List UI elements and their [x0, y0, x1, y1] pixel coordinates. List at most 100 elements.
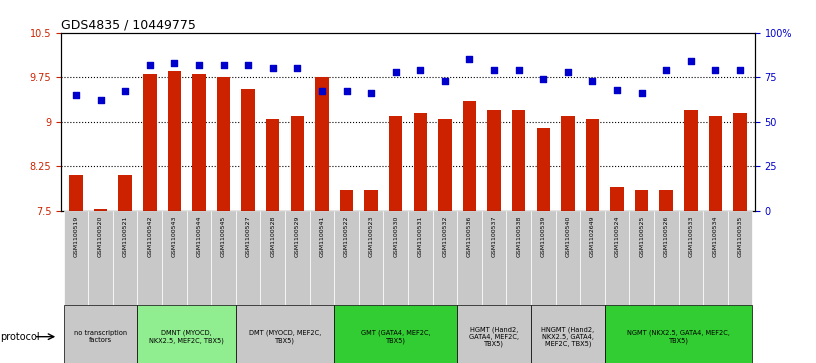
Bar: [679, 211, 703, 305]
Point: [365, 90, 378, 96]
Text: DMNT (MYOCD,
NKX2.5, MEF2C, TBX5): DMNT (MYOCD, NKX2.5, MEF2C, TBX5): [149, 330, 224, 344]
Point: [118, 89, 131, 94]
Bar: [531, 211, 556, 305]
Bar: [605, 211, 629, 305]
Text: GSM1100541: GSM1100541: [319, 215, 325, 257]
Bar: [187, 211, 211, 305]
Point: [144, 62, 157, 68]
Text: GSM1100542: GSM1100542: [147, 215, 153, 257]
Text: GSM1100529: GSM1100529: [295, 215, 299, 257]
Bar: [457, 211, 481, 305]
Bar: [64, 305, 137, 363]
Text: GSM1102649: GSM1102649: [590, 215, 595, 257]
Bar: [408, 211, 432, 305]
Bar: [728, 211, 752, 305]
Text: GSM1100530: GSM1100530: [393, 215, 398, 257]
Bar: [285, 211, 309, 305]
Bar: [260, 211, 285, 305]
Text: protocol: protocol: [0, 332, 40, 342]
Bar: [438, 119, 452, 211]
Text: NGMT (NKX2.5, GATA4, MEF2C,
TBX5): NGMT (NKX2.5, GATA4, MEF2C, TBX5): [628, 330, 730, 344]
Bar: [556, 211, 580, 305]
Bar: [137, 305, 236, 363]
Text: GSM1100533: GSM1100533: [689, 215, 694, 257]
Bar: [414, 113, 427, 211]
Text: GSM1100527: GSM1100527: [246, 215, 251, 257]
Bar: [703, 211, 728, 305]
Point: [463, 56, 476, 62]
Text: GSM1100524: GSM1100524: [614, 215, 619, 257]
Point: [685, 58, 698, 64]
Bar: [364, 190, 378, 211]
Text: GSM1100520: GSM1100520: [98, 215, 103, 257]
Text: GSM1100544: GSM1100544: [197, 215, 202, 257]
Text: DMT (MYOCD, MEF2C,
TBX5): DMT (MYOCD, MEF2C, TBX5): [249, 330, 322, 344]
Bar: [88, 211, 113, 305]
Text: GSM1100535: GSM1100535: [738, 215, 743, 257]
Bar: [457, 305, 531, 363]
Bar: [167, 71, 181, 211]
Bar: [94, 209, 108, 211]
Point: [217, 62, 230, 68]
Text: GSM1100521: GSM1100521: [122, 215, 127, 257]
Text: HNGMT (Hand2,
NKX2.5, GATA4,
MEF2C, TBX5): HNGMT (Hand2, NKX2.5, GATA4, MEF2C, TBX5…: [541, 326, 594, 347]
Point: [94, 97, 107, 103]
Point: [734, 67, 747, 73]
Text: GSM1100522: GSM1100522: [344, 215, 349, 257]
Bar: [143, 74, 157, 211]
Bar: [64, 211, 88, 305]
Point: [290, 65, 304, 71]
Text: GSM1100532: GSM1100532: [442, 215, 447, 257]
Point: [316, 89, 329, 94]
Bar: [236, 305, 335, 363]
Bar: [359, 211, 384, 305]
Bar: [335, 211, 359, 305]
Point: [586, 78, 599, 83]
Bar: [586, 119, 599, 211]
Bar: [339, 190, 353, 211]
Text: GSM1100539: GSM1100539: [541, 215, 546, 257]
Text: GSM1100523: GSM1100523: [369, 215, 374, 257]
Point: [242, 62, 255, 68]
Bar: [605, 305, 752, 363]
Point: [389, 69, 402, 75]
Text: GSM1100534: GSM1100534: [713, 215, 718, 257]
Point: [512, 67, 526, 73]
Bar: [507, 211, 531, 305]
Text: GSM1100545: GSM1100545: [221, 215, 226, 257]
Bar: [384, 211, 408, 305]
Bar: [512, 110, 526, 211]
Bar: [217, 77, 230, 211]
Bar: [463, 101, 477, 211]
Text: GDS4835 / 10449775: GDS4835 / 10449775: [61, 19, 196, 32]
Bar: [561, 116, 574, 211]
Point: [709, 67, 722, 73]
Text: GSM1100531: GSM1100531: [418, 215, 423, 257]
Point: [635, 90, 648, 96]
Bar: [487, 110, 501, 211]
Bar: [211, 211, 236, 305]
Bar: [684, 110, 698, 211]
Text: GSM1100538: GSM1100538: [517, 215, 521, 257]
Point: [414, 67, 427, 73]
Text: GSM1100528: GSM1100528: [270, 215, 275, 257]
Bar: [635, 190, 649, 211]
Bar: [481, 211, 507, 305]
Text: GSM1100525: GSM1100525: [639, 215, 644, 257]
Bar: [236, 211, 260, 305]
Text: GSM1100526: GSM1100526: [663, 215, 669, 257]
Bar: [118, 175, 132, 211]
Text: GSM1100543: GSM1100543: [172, 215, 177, 257]
Point: [487, 67, 500, 73]
Bar: [734, 113, 747, 211]
Point: [610, 87, 623, 93]
Bar: [432, 211, 457, 305]
Point: [659, 67, 672, 73]
Point: [69, 92, 82, 98]
Point: [168, 60, 181, 66]
Bar: [708, 116, 722, 211]
Point: [438, 78, 451, 83]
Bar: [389, 116, 402, 211]
Bar: [69, 175, 82, 211]
Bar: [242, 89, 255, 211]
